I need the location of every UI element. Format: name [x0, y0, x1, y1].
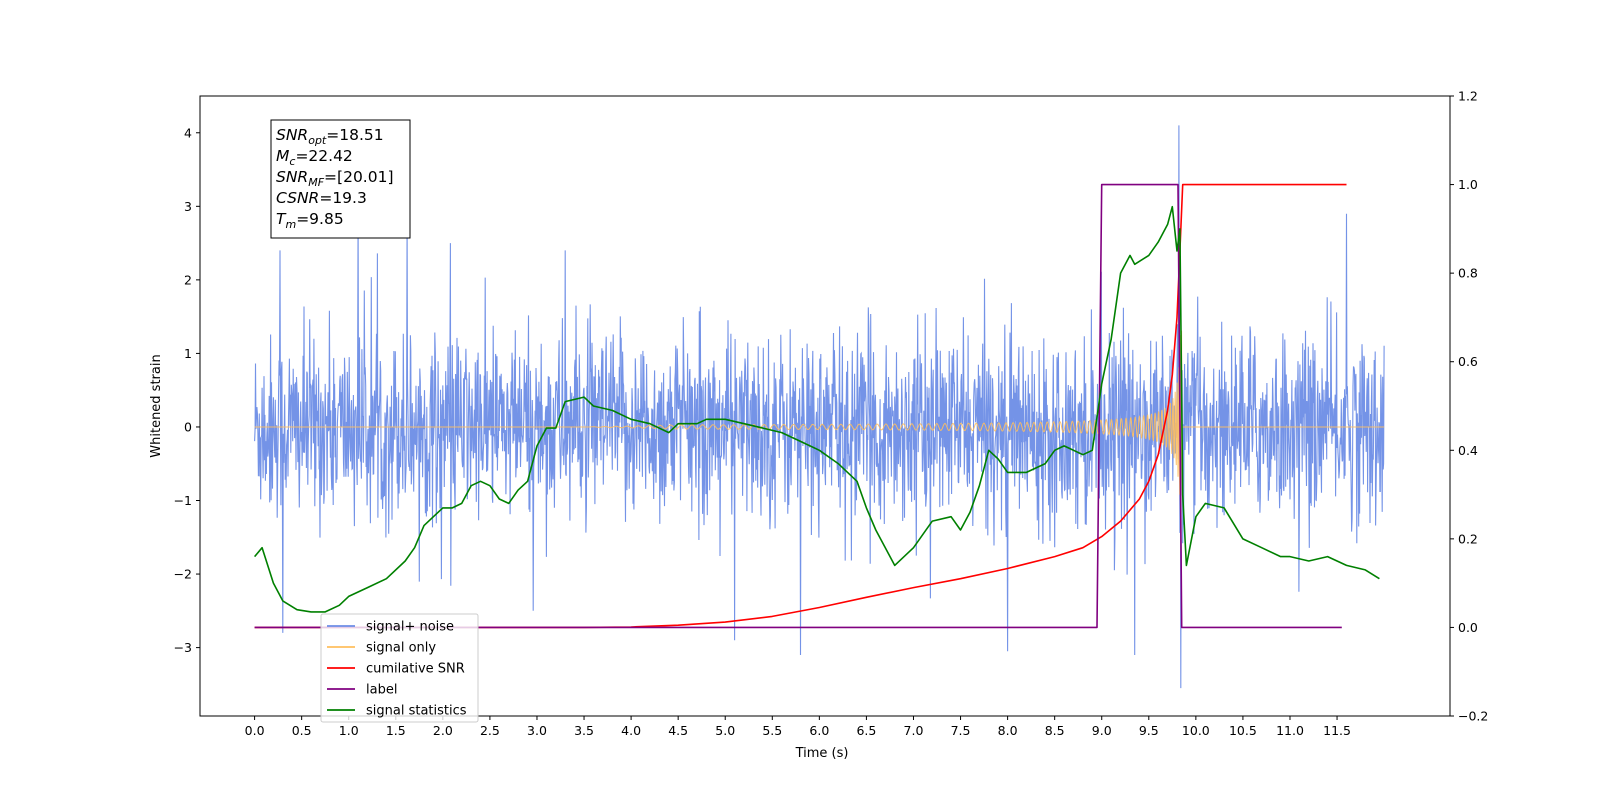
series-cumilative-snr [254, 183, 1347, 629]
x-tick-label: 2.0 [433, 723, 453, 738]
y-right-tick-label: 0.0 [1458, 620, 1478, 635]
x-axis-label: Time (s) [795, 746, 849, 761]
y-left-tick-label: −1 [174, 493, 192, 508]
info-value: =18.51 [326, 126, 383, 144]
x-tick-label: 10.0 [1182, 723, 1210, 738]
x-tick-label: 5.5 [762, 723, 782, 738]
y-right-tick-label: 0.4 [1458, 443, 1478, 458]
x-tick-label: 4.5 [668, 723, 688, 738]
y-left-tick-label: 0 [184, 419, 192, 434]
x-tick-label: 2.5 [480, 723, 500, 738]
series-label [254, 183, 1342, 629]
legend-label: signal only [366, 641, 436, 656]
x-tick-label: 7.0 [904, 723, 924, 738]
x-tick-label: 3.5 [574, 723, 594, 738]
y-left-tick-label: 2 [184, 272, 192, 287]
x-tick-label: 7.5 [951, 723, 971, 738]
info-subscript: c [289, 155, 295, 168]
series-layer [253, 125, 1385, 689]
x-tick-label: 3.0 [527, 723, 547, 738]
info-value: =19.3 [319, 189, 367, 207]
y-right-tick-label: 0.6 [1458, 354, 1478, 369]
series-signal-noise [254, 125, 1385, 689]
x-tick-label: 8.5 [1045, 723, 1065, 738]
y-right-tick-label: 0.8 [1458, 266, 1478, 281]
y-left-tick-label: 4 [184, 125, 192, 140]
x-axis: 0.0 0.5 1.0 1.5 2.0 2.5 3.0 3.5 4.0 4.5 5.0 5.5 6.0 6… [245, 716, 1351, 738]
y-left-tick-label: −2 [174, 567, 192, 582]
info-subscript: opt [308, 134, 327, 147]
info-symbol: CSNR [276, 189, 319, 207]
plot-frame [199, 95, 1451, 717]
legend-label: cumilative SNR [366, 662, 465, 677]
y-right-tick-label: 1.2 [1458, 89, 1478, 104]
legend-label: signal statistics [366, 704, 467, 719]
info-box: SNRopt=18.51Mc=22.42SNRMF=[20.01]CSNR=19… [270, 119, 411, 239]
info-subscript: m [285, 218, 296, 231]
y-right-tick-label: −0.2 [1458, 709, 1488, 724]
x-tick-label: 1.0 [339, 723, 359, 738]
info-line: SNRMF=[20.01] [276, 168, 394, 189]
info-line: SNRopt=18.51 [276, 126, 384, 147]
x-tick-label: 6.5 [856, 723, 876, 738]
info-symbol: T [276, 210, 287, 228]
y-left-tick-label: 3 [184, 199, 192, 214]
x-tick-label: 9.0 [1092, 723, 1112, 738]
legend-label: label [366, 683, 397, 698]
info-value: =[20.01] [324, 168, 393, 186]
x-tick-label: 10.5 [1229, 723, 1257, 738]
y-left-tick-label: 1 [184, 346, 192, 361]
x-tick-label: 9.5 [1139, 723, 1159, 738]
info-symbol: SNR [276, 126, 308, 144]
info-line: Mc=22.42 [276, 147, 353, 168]
info-symbol: M [276, 147, 289, 165]
y-axis-right: 1.2 1.0 0.8 0.6 0.4 0.2 0.0 −0.2 [1450, 89, 1488, 724]
y-right-tick-label: 1.0 [1458, 177, 1478, 192]
x-tick-label: 4.0 [621, 723, 641, 738]
info-value: =9.85 [296, 210, 344, 228]
y-left-tick-label: −3 [174, 640, 192, 655]
x-tick-label: 0.0 [245, 723, 265, 738]
series-signal-only [254, 330, 1385, 552]
x-tick-label: 1.5 [386, 723, 406, 738]
x-tick-label: 5.0 [715, 723, 735, 738]
legend: signal+ noise signal only cumilative SNR la… [320, 613, 479, 723]
info-box-frame [270, 119, 411, 239]
info-line: Tm=9.85 [276, 210, 344, 231]
info-line: CSNR=19.3 [276, 189, 367, 207]
series-signal-statistics [253, 205, 1380, 613]
legend-label: signal+ noise [366, 620, 454, 635]
x-tick-label: 11.0 [1276, 723, 1304, 738]
info-subscript: MF [308, 176, 324, 189]
y-right-tick-label: 0.2 [1458, 531, 1478, 546]
x-tick-label: 6.0 [809, 723, 829, 738]
legend-frame [320, 613, 479, 723]
x-tick-label: 0.5 [292, 723, 312, 738]
x-tick-label: 8.0 [998, 723, 1018, 738]
info-value: =22.42 [295, 147, 352, 165]
y-axis-label-left: Whitened strain [149, 354, 164, 457]
x-tick-label: 11.5 [1323, 723, 1351, 738]
info-symbol: SNR [276, 168, 308, 186]
y-axis-left: 4 3 2 1 0 −1 −2 −3 [174, 125, 200, 655]
